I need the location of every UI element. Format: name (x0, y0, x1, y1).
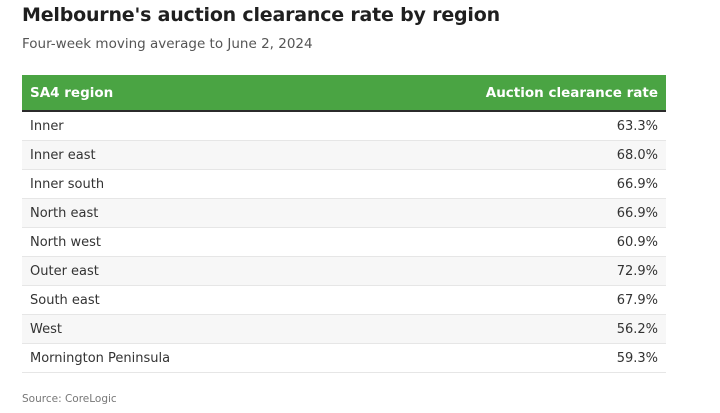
region-cell: North east (22, 198, 314, 228)
rate-cell: 68.0% (313, 140, 666, 170)
rate-cell: 72.9% (313, 256, 666, 286)
table-header-row: SA4 region Auction clearance rate (22, 75, 666, 111)
rate-cell: 63.3% (313, 111, 666, 141)
table-row: Outer east 72.9% (22, 256, 666, 286)
table-row: Mornington Peninsula 59.3% (22, 343, 666, 373)
table-row: Inner east 68.0% (22, 140, 666, 170)
column-header-region: SA4 region (30, 84, 114, 101)
region-cell: North west (22, 227, 314, 257)
region-cell: Inner south (22, 169, 314, 199)
rate-cell: 60.9% (313, 227, 666, 257)
region-cell: Outer east (22, 256, 314, 286)
region-cell: Inner (22, 111, 314, 141)
region-cell: South east (22, 285, 314, 315)
table-row: West 56.2% (22, 314, 666, 344)
rate-cell: 66.9% (313, 169, 666, 199)
column-header-rate: Auction clearance rate (485, 84, 658, 101)
region-cell: Mornington Peninsula (22, 343, 314, 373)
region-cell: West (22, 314, 314, 344)
chart-subtitle: Four-week moving average to June 2, 2024 (22, 36, 313, 52)
rate-cell: 59.3% (313, 343, 666, 373)
chart-title: Melbourne's auction clearance rate by re… (22, 4, 500, 26)
rate-cell: 56.2% (313, 314, 666, 344)
table-row: South east 67.9% (22, 285, 666, 315)
clearance-rate-table: SA4 region Auction clearance rate Inner … (22, 75, 666, 373)
table-row: North west 60.9% (22, 227, 666, 257)
table-row: Inner 63.3% (22, 111, 666, 141)
rate-cell: 67.9% (313, 285, 666, 315)
table-row: North east 66.9% (22, 198, 666, 228)
source-note: Source: CoreLogic (22, 393, 117, 405)
rate-cell: 66.9% (313, 198, 666, 228)
region-cell: Inner east (22, 140, 314, 170)
table-row: Inner south 66.9% (22, 169, 666, 199)
